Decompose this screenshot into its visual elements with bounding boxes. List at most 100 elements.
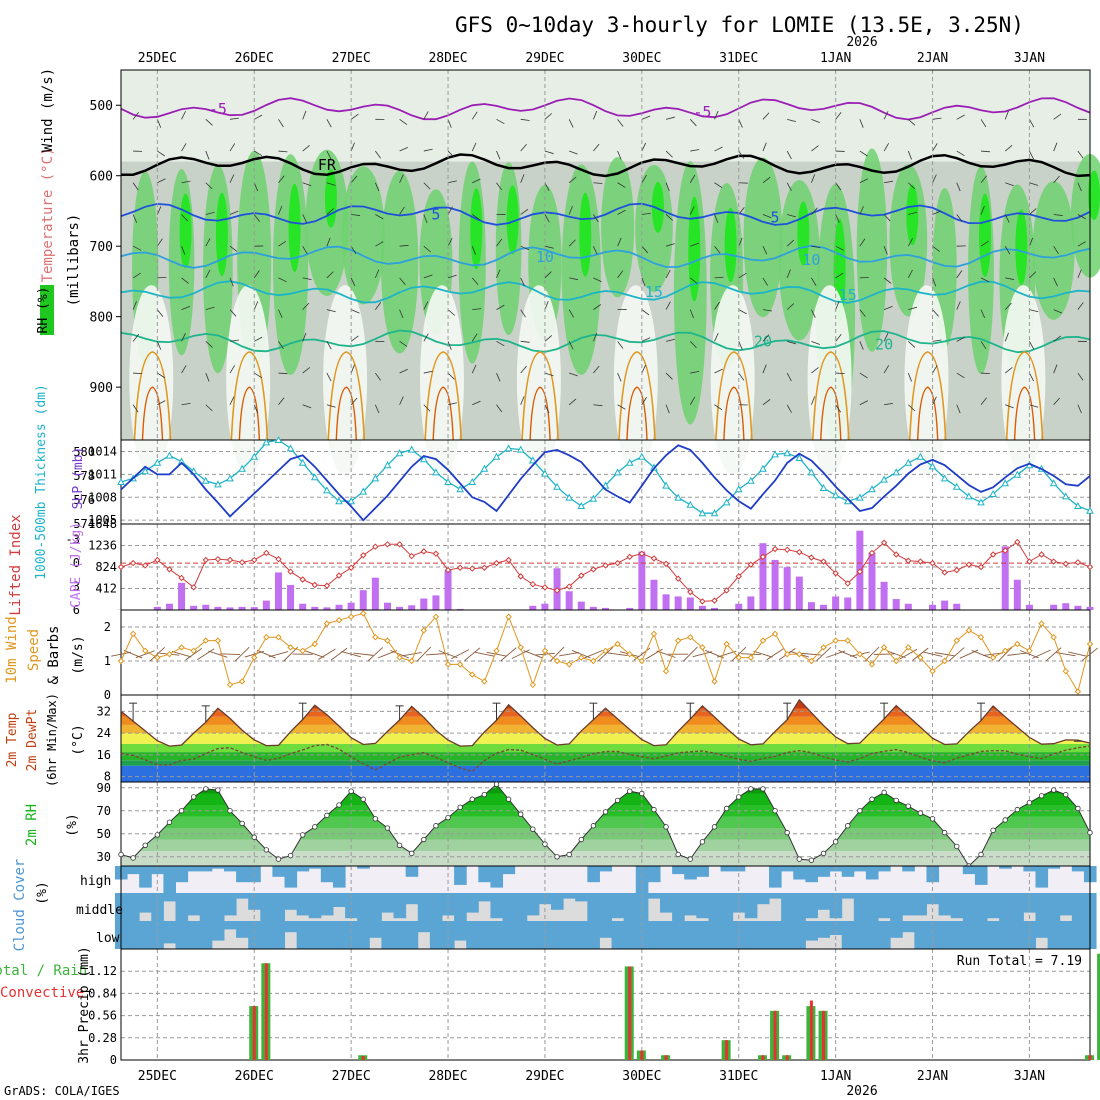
upper-wind-barb (714, 110, 719, 120)
cloud-low-bar (635, 921, 649, 949)
cloud-middle-bar (526, 893, 540, 916)
temperature-label: Temperature (°C) (40, 148, 56, 283)
upper-wind-barb (569, 372, 578, 377)
thickness-point (637, 452, 646, 460)
wind-barb (171, 651, 192, 658)
thickness-point (516, 445, 525, 453)
upper-wind-barb (157, 238, 163, 247)
cloud-middle-bar (429, 893, 443, 921)
cape-bar (299, 603, 307, 610)
thickness-point (662, 481, 670, 489)
dewpoint-line (120, 743, 1091, 773)
lifted-index-point (796, 548, 803, 556)
cloud-middle-bar (478, 893, 491, 902)
upper-wind-barb (617, 270, 624, 279)
upper-wind-barb (883, 277, 892, 284)
lifted-index-point (892, 551, 900, 558)
wind-speed-point (929, 667, 936, 675)
cape-bar (589, 606, 597, 610)
cloud-high-bar (454, 866, 467, 885)
wind-speed-point (517, 644, 524, 651)
cloud-middle-bar (332, 893, 346, 907)
dry-plume (710, 285, 755, 476)
rh-point (1050, 787, 1057, 793)
upper-wind-barb (883, 365, 890, 374)
upper-wind-barb (520, 277, 525, 287)
rh-point (409, 850, 415, 857)
precip-unit-label: 3hr Precip (mm) (77, 946, 92, 1063)
wind-speed-point (977, 633, 985, 641)
upper-wind-barb (374, 404, 380, 414)
upper-wind-barb (907, 269, 913, 279)
isotherm-label: 5 (431, 205, 440, 223)
hot-contour (1013, 386, 1036, 441)
upper-wind-barb (156, 341, 162, 350)
upper-wind-barb (690, 242, 699, 247)
upper-wind-barb (689, 119, 697, 127)
upper-wind-barb (423, 148, 433, 152)
lifted-index-point (759, 553, 767, 561)
upper-wind-barb (835, 245, 844, 251)
rh-wet-core (797, 201, 810, 266)
upper-wind-barb (593, 304, 602, 310)
cloud-middle-bar (272, 893, 286, 921)
cloud-low-bar (974, 921, 988, 949)
rh-point (796, 856, 802, 862)
upper-wind-barb (423, 214, 428, 224)
wind-speed-point (226, 681, 234, 689)
lifted-index-point (820, 558, 827, 565)
wind-speed-point (614, 640, 621, 648)
lifted-index-point (953, 566, 960, 574)
upper-wind-barb (423, 245, 431, 253)
wind-speed-point (432, 613, 440, 621)
cloud-unit-label: (%) (35, 881, 50, 904)
thickness-axis-label: 1000-500mb Thickness (dm) (34, 384, 49, 580)
cloud-high-bar (1071, 866, 1085, 872)
upper-wind-barb (980, 372, 990, 375)
wind-speed-point (335, 616, 343, 624)
cloud-middle-bar (466, 893, 479, 913)
upper-wind-barb (374, 182, 380, 192)
rh-moist-blob (673, 161, 707, 425)
wind-speed-point (166, 650, 173, 658)
rh-point (469, 796, 475, 802)
upper-wind-barb (471, 142, 477, 152)
wind-speed-point (396, 654, 403, 661)
upper-wind-barb (641, 115, 651, 120)
wind-speed-point (529, 681, 537, 689)
upper-wind-barb (738, 272, 747, 279)
upper-wind-barb (859, 400, 869, 406)
upper-wind-barb (593, 332, 598, 342)
thickness-point (759, 464, 767, 472)
upper-wind-barb (544, 245, 554, 249)
cloud-middle-bar (575, 893, 588, 902)
upper-wind-barb (132, 245, 142, 251)
rh-point (215, 787, 221, 793)
rh-legend-swatch (40, 285, 54, 335)
wind-barb (390, 649, 410, 659)
year-label-bottom: 2026 (846, 1084, 877, 1099)
wind-barb (135, 650, 155, 659)
wind-barb (220, 653, 241, 656)
wind-barb (256, 649, 276, 659)
wind-barb (692, 651, 713, 658)
cloud-low-bar (345, 921, 358, 949)
cloud-middle-bar (890, 893, 903, 921)
lifted-index-point (154, 556, 161, 564)
rh-wet-core (651, 181, 664, 233)
wind-speed-point (687, 633, 694, 641)
warm-contour (327, 351, 366, 441)
thickness-point (250, 452, 259, 460)
cloud-middle-bar (163, 893, 177, 902)
upper-wind-barb (254, 114, 263, 120)
rh-point (542, 841, 548, 847)
wind-speed-point (505, 613, 512, 621)
upper-wind-barb (859, 341, 864, 350)
credit-label: GrADS: COLA/IGES (4, 1084, 120, 1098)
upper-wind-barb (956, 270, 963, 279)
rh-point (421, 836, 427, 843)
rh-point (493, 781, 500, 788)
upper-wind-barb (811, 118, 820, 124)
thickness-point (528, 456, 537, 464)
